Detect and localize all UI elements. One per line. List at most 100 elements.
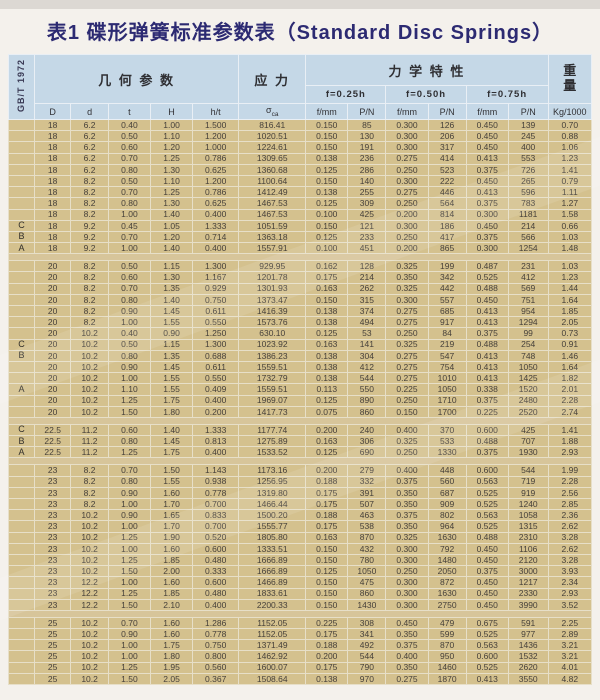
table-row: 20 10.2 0.40 0.90 1.250 630.10 0.125 53 0.250 84 0… (8, 327, 592, 340)
data-cell: 0.275 (385, 672, 429, 686)
column-header-stress: σca (238, 103, 307, 120)
data-cell: 0.138 (305, 372, 349, 385)
data-cell: 10.2 (70, 405, 109, 418)
data-cell: 1.60 (149, 576, 194, 589)
data-cell: 0.275 (385, 360, 429, 374)
data-cell: 240 (347, 423, 387, 437)
data-cell: 1.10 (149, 130, 194, 143)
data-cell: 0.400 (385, 464, 429, 477)
type-label-cell (8, 130, 35, 143)
data-cell: 18 (33, 152, 72, 165)
data-cell: 262 (347, 282, 387, 295)
table-row: C 18 9.2 0.45 1.05 1.333 1051.59 0.150 121 0.300 1… (8, 219, 592, 232)
data-cell: 0.487 (465, 260, 509, 273)
data-cell: 0.150 (305, 219, 349, 232)
data-cell: 1.15 (149, 338, 194, 351)
type-label-cell (8, 520, 35, 533)
data-cell: 1181 (507, 208, 549, 221)
data-cell: 547 (427, 349, 467, 362)
data-cell: 22.5 (33, 423, 72, 437)
data-cell: 0.350 (385, 271, 429, 284)
data-cell: 1559.51 (238, 360, 307, 374)
type-label-cell (8, 475, 35, 488)
data-cell: 2520 (507, 405, 549, 418)
data-cell: 0.813 (192, 435, 240, 448)
data-cell: 0.450 (465, 293, 509, 307)
type-label-cell (8, 486, 35, 500)
column-header-f-050: f/mm (385, 103, 429, 120)
data-cell: 0.325 (385, 260, 429, 273)
data-cell: 23 (33, 475, 72, 488)
table-row: B 20 10.2 0.80 1.35 0.688 1386.23 0.138 304 0.275… (8, 349, 592, 362)
data-cell: 3.93 (547, 565, 592, 578)
data-cell: 0.550 (192, 316, 240, 329)
data-cell: 1152.05 (238, 628, 307, 641)
data-cell: 0.66 (547, 219, 592, 232)
data-cell: 0.367 (192, 672, 240, 686)
data-cell: 2620 (507, 661, 549, 674)
data-cell: 219 (427, 338, 467, 351)
data-cell: 8.2 (70, 197, 109, 210)
type-label-cell (8, 208, 35, 221)
data-cell: 0.100 (305, 242, 349, 255)
type-label-cell (8, 531, 35, 544)
table-row: 18 6.2 0.70 1.25 0.786 1309.65 0.138 236 0.275 41… (8, 152, 592, 165)
data-cell: 0.450 (465, 553, 509, 567)
data-cell: 1.15 (149, 260, 194, 273)
data-cell: 970 (347, 672, 387, 686)
data-cell: 1.41 (547, 423, 592, 437)
data-cell: 1058 (507, 509, 549, 522)
deflection-050h-header: f=0.50h (385, 85, 467, 104)
data-cell: 0.300 (385, 553, 429, 567)
data-cell: 1.300 (192, 338, 240, 351)
data-cell: 1.55 (149, 316, 194, 329)
table-row: 20 8.2 0.50 1.15 1.300 929.95 0.162 128 0.325 199… (8, 260, 592, 273)
data-cell: 550 (347, 383, 387, 396)
data-cell: 10.2 (70, 349, 109, 362)
type-label-cell: B (8, 435, 35, 448)
table-row: 20 10.2 0.90 1.45 0.611 1559.51 0.138 412 0.275 7… (8, 360, 592, 374)
data-cell: 0.525 (465, 486, 509, 500)
table-row: 23 12.2 1.50 2.10 0.400 2200.33 0.150 1430 0.300… (8, 598, 592, 611)
data-cell: 1.30 (149, 163, 194, 176)
data-cell: 1.25 (107, 531, 151, 544)
data-cell: 0.600 (192, 542, 240, 555)
data-cell: 1532 (507, 650, 549, 663)
data-cell: 475 (347, 576, 387, 589)
data-cell: 0.80 (107, 163, 151, 176)
data-cell: 20 (33, 372, 72, 385)
data-cell: 0.163 (305, 338, 349, 351)
data-cell: 1373.47 (238, 293, 307, 307)
data-cell: 0.929 (192, 282, 240, 295)
disc-spring-parameters-table: GB/T 1972 几 何 参 数 应 力 力 学 特 性 重 量 f=0.25… (8, 54, 592, 686)
data-cell: 0.150 (305, 141, 349, 154)
data-cell: 1.60 (149, 628, 194, 641)
type-label-cell (8, 327, 35, 340)
data-cell: 0.350 (385, 497, 429, 511)
data-cell: 1.23 (547, 271, 592, 284)
data-cell: 0.200 (305, 464, 349, 477)
data-cell: 1.75 (149, 446, 194, 459)
data-cell: 1.500 (192, 118, 240, 132)
data-cell: 1309.65 (238, 152, 307, 165)
data-cell: 1224.61 (238, 141, 307, 154)
data-cell: 8.2 (70, 282, 109, 295)
data-cell: 0.250 (385, 230, 429, 244)
table-row: 25 10.2 0.90 1.60 0.778 1152.05 0.175 341 0.350 5… (8, 628, 592, 641)
table-row: 20 10.2 1.50 1.80 0.200 1417.73 0.075 860 0.150 1… (8, 405, 592, 418)
data-cell: 0.163 (305, 435, 349, 448)
data-cell: 0.60 (107, 271, 151, 284)
data-cell: 2.34 (547, 576, 592, 589)
data-cell: 8.2 (70, 316, 109, 329)
data-cell: 0.45 (107, 219, 151, 232)
table-row: 23 10.2 1.25 1.90 0.520 1805.80 0.163 870 0.325 1… (8, 531, 592, 544)
data-cell: 0.786 (192, 152, 240, 165)
data-cell: 1.85 (547, 304, 592, 318)
data-cell: 790 (347, 661, 387, 674)
data-cell: 2050 (427, 565, 467, 578)
data-cell: 20 (33, 383, 72, 396)
data-cell: 23 (33, 542, 72, 555)
data-cell: 1630 (427, 587, 467, 600)
data-cell: 18 (33, 118, 72, 132)
data-cell: 20 (33, 394, 72, 407)
